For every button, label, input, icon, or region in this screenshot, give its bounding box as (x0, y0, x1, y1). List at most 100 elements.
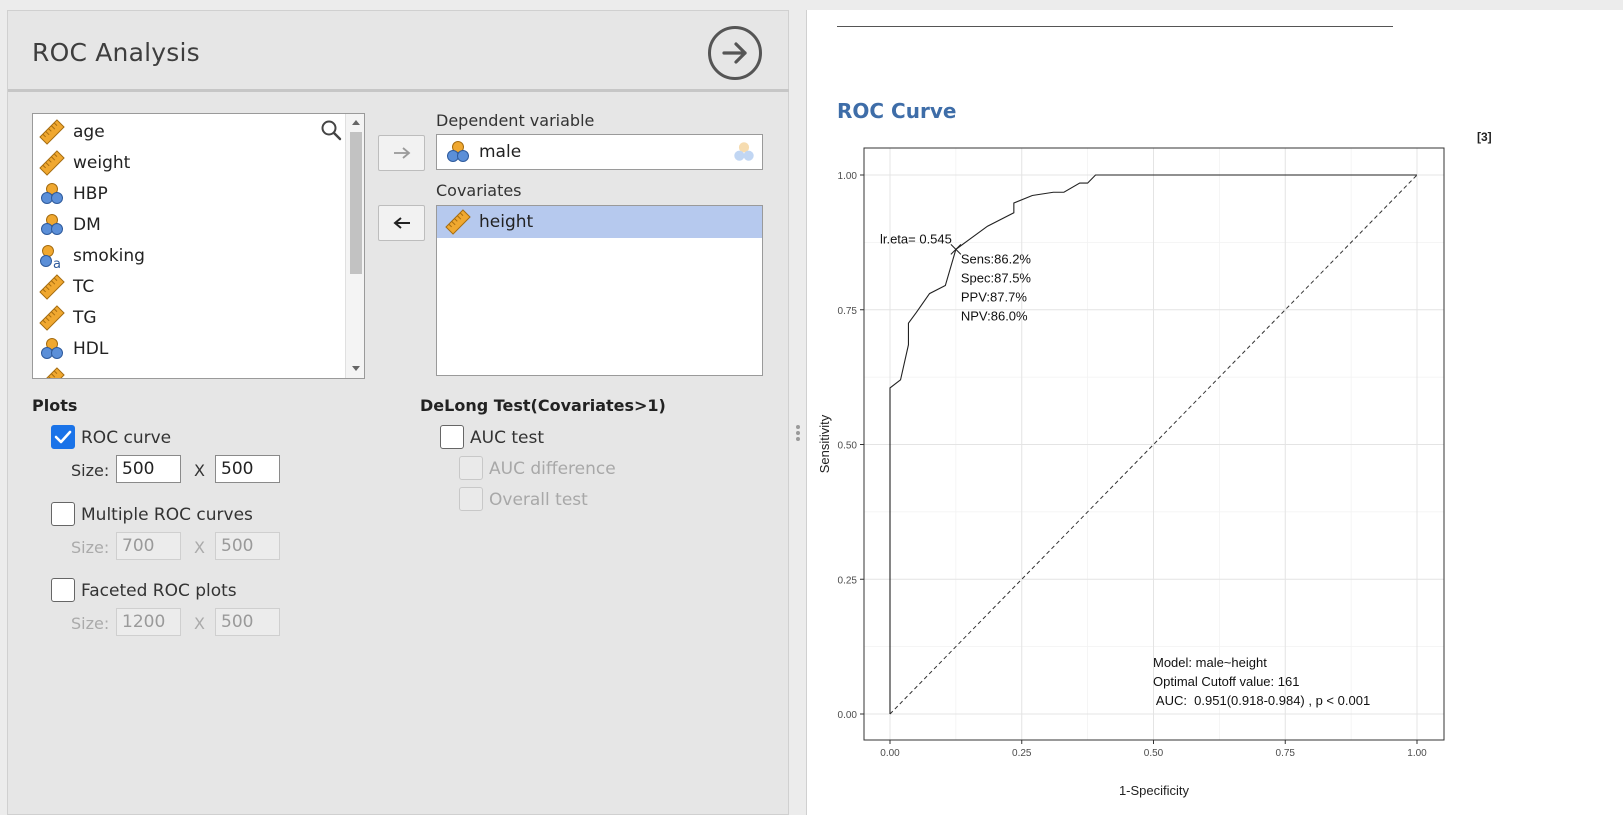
auc-difference-checkbox[interactable] (459, 456, 483, 480)
scroll-down-arrow-icon[interactable] (352, 366, 360, 371)
nominal-icon (39, 212, 65, 238)
roc-curve-label: ROC curve (81, 428, 172, 448)
variable-list-item[interactable]: weight (39, 148, 130, 178)
multiple-size-width-input[interactable]: 700 (116, 532, 181, 560)
dependent-variable-label: Dependent variable (436, 111, 595, 130)
scroll-up-arrow-icon[interactable] (352, 120, 360, 125)
specificity-annotation: Spec:87.5% (961, 270, 1032, 285)
npv-annotation: NPV:86.0% (961, 308, 1028, 323)
multiple-size-height-input[interactable]: 500 (215, 532, 280, 560)
continuous-ruler-icon (39, 367, 65, 378)
variable-list-item[interactable]: HDL (39, 334, 108, 364)
covariates-box[interactable]: height (436, 205, 763, 376)
y-tick-label: 0.00 (838, 710, 858, 721)
variable-name: DM (73, 215, 101, 235)
move-to-dependent-button[interactable] (378, 135, 425, 171)
roc-chart: 0.00 0.00 0.25 0.25 0.50 0.50 0.75 0.75 1.00 1.00… (817, 147, 1445, 798)
y-axis-title: Sensitivity (817, 414, 832, 473)
roc-size-height-input[interactable]: 500 (215, 455, 280, 483)
covariates-label: Covariates (436, 181, 522, 200)
x-tick-label: 0.50 (1144, 748, 1164, 759)
variable-list-item[interactable]: DM (39, 210, 101, 240)
x-tick-label: 1.00 (1407, 748, 1427, 759)
variable-name: age (73, 122, 105, 142)
panel-title: ROC Analysis (32, 38, 200, 67)
model-annotation: Model: male~height (1153, 655, 1267, 670)
grip-dot (796, 431, 800, 435)
covariate-name: height (479, 212, 534, 232)
sensitivity-annotation: Sens:86.2% (961, 251, 1032, 266)
continuous-ruler-icon (39, 150, 65, 176)
checkmark-icon (54, 430, 72, 444)
multiple-roc-label: Multiple ROC curves (81, 505, 253, 525)
results-divider (837, 26, 1393, 27)
faceted-size-x-label: X (194, 614, 205, 633)
overall-test-checkbox[interactable] (459, 487, 483, 511)
svg-text:a: a (53, 257, 61, 269)
faceted-size-label: Size: (71, 614, 110, 633)
ppv-annotation: PPV:87.7% (961, 289, 1027, 304)
variable-list-scrollbar[interactable] (345, 114, 364, 378)
results-panel: ROC Curve [3] 0.00 0.00 0.25 0.25 0.50 0.50 0.… (806, 10, 1623, 815)
variable-list-item[interactable]: HBP (39, 179, 108, 209)
x-tick-label: 0.75 (1276, 748, 1296, 759)
auc-annotation: AUC: 0.951(0.918-0.984) , p < 0.001 (1153, 693, 1370, 708)
nominal-icon (39, 336, 65, 362)
faceted-size-width-input[interactable]: 1200 (116, 608, 181, 636)
variable-name: smoking (73, 246, 145, 266)
search-icon[interactable] (320, 119, 342, 146)
grip-dot (796, 437, 800, 441)
roc-size-x-label: X (194, 461, 205, 480)
run-arrow-button[interactable] (708, 26, 762, 80)
variable-name: HBP (73, 184, 108, 204)
roc-curve-checkbox[interactable] (51, 425, 75, 449)
variable-list-item[interactable]: TC (39, 272, 94, 302)
faceted-size-height-input[interactable]: 500 (215, 608, 280, 636)
plots-title: Plots (32, 396, 78, 415)
multiple-size-x-label: X (194, 538, 205, 557)
nominal-icon (39, 181, 65, 207)
variable-name: weight (73, 153, 131, 173)
scroll-thumb[interactable] (350, 132, 362, 274)
variable-list-item-partial[interactable] (39, 365, 73, 378)
arrow-right-icon (722, 42, 747, 64)
variable-name: TC (73, 277, 95, 297)
variable-list-item[interactable]: a smoking (39, 241, 145, 272)
optimal-cutoff-annotation: Optimal Cutoff value: 161 (1153, 674, 1299, 689)
auc-difference-label: AUC difference (489, 459, 616, 479)
x-axis-title: 1-Specificity (1119, 783, 1190, 798)
optimal-point-marker (950, 243, 962, 255)
variable-list-item[interactable]: age (39, 117, 105, 147)
variable-list-item[interactable]: TG (39, 303, 97, 333)
faceted-roc-label: Faceted ROC plots (81, 581, 237, 601)
roc-size-label: Size: (71, 461, 110, 480)
multiple-size-label: Size: (71, 538, 110, 557)
continuous-ruler-icon (445, 209, 471, 235)
overall-test-label: Overall test (489, 490, 588, 510)
dependent-variable-box[interactable]: male (436, 134, 763, 170)
auc-test-label: AUC test (470, 428, 544, 448)
multiple-roc-checkbox[interactable] (51, 502, 75, 526)
x-tick-label: 0.25 (1012, 748, 1032, 759)
roc-size-width-input[interactable]: 500 (116, 455, 181, 483)
faceted-roc-checkbox[interactable] (51, 578, 75, 602)
title-divider (8, 89, 790, 92)
continuous-ruler-icon (39, 274, 65, 300)
variable-name: HDL (73, 339, 109, 359)
options-panel: ROC Analysis age weight HBP DM a smoking TC TG H… (7, 10, 790, 815)
nominal-icon (445, 139, 471, 165)
y-tick-label: 1.00 (838, 171, 858, 182)
auc-test-checkbox[interactable] (440, 425, 464, 449)
cutoff-annotation: lr.eta= 0.545 (880, 231, 952, 246)
panel-splitter[interactable] (789, 10, 806, 815)
arrow-left-icon (392, 217, 410, 229)
grip-dot (796, 425, 800, 429)
dependent-variable-value: male (479, 142, 522, 162)
move-from-covariates-button[interactable] (378, 205, 425, 241)
covariate-item[interactable]: height (437, 206, 762, 238)
variable-name: TG (73, 308, 97, 328)
arrow-right-icon (393, 147, 410, 159)
variable-list[interactable]: age weight HBP DM a smoking TC TG HDL (32, 113, 365, 379)
delong-title: DeLong Test(Covariates>1) (420, 396, 666, 415)
x-tick-label: 0.00 (880, 748, 900, 759)
